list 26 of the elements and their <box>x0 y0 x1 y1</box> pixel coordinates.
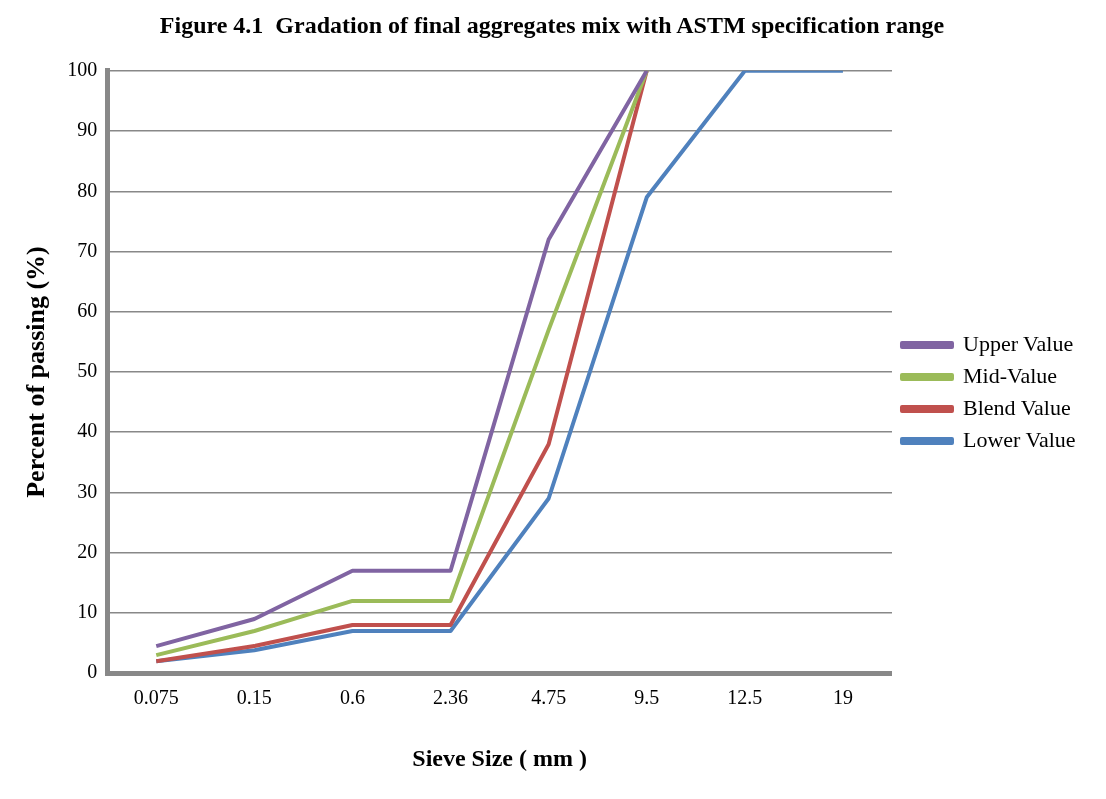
x-tick-label: 0.6 <box>339 686 365 709</box>
y-tick-label: 50 <box>77 359 98 382</box>
x-axis-title: Sieve Size ( mm ) <box>412 744 587 771</box>
y-tick-label: 80 <box>77 178 98 201</box>
y-tick-label: 40 <box>77 419 98 442</box>
y-tick-label: 100 <box>67 58 98 81</box>
x-tick-label: 4.75 <box>531 686 567 709</box>
x-tick-label: 2.36 <box>433 686 469 709</box>
x-tick-label: 0.15 <box>236 686 272 709</box>
x-tick-label: 19 <box>832 686 853 709</box>
y-tick-label: 10 <box>77 600 98 623</box>
y-tick-label: 60 <box>77 299 98 322</box>
legend-label: Blend Value <box>962 394 1071 420</box>
legend-label: Mid-Value <box>962 362 1058 388</box>
chart-title: Figure 4.1 Gradation of final aggregates mix with ASTM specification range <box>159 11 945 38</box>
x-tick-label: 9.5 <box>634 686 660 709</box>
y-tick-label: 20 <box>77 539 98 562</box>
legend-label: Lower Value <box>962 426 1076 452</box>
y-tick-label: 0 <box>87 660 98 683</box>
y-axis-title: Percent of passing (%) <box>21 246 51 498</box>
y-tick-label: 70 <box>77 238 98 261</box>
y-tick-label: 30 <box>77 479 98 502</box>
y-tick-label: 90 <box>77 118 98 141</box>
legend-label: Upper Value <box>962 330 1074 356</box>
x-tick-label: 0.075 <box>133 686 179 709</box>
x-tick-label: 12.5 <box>727 686 763 709</box>
